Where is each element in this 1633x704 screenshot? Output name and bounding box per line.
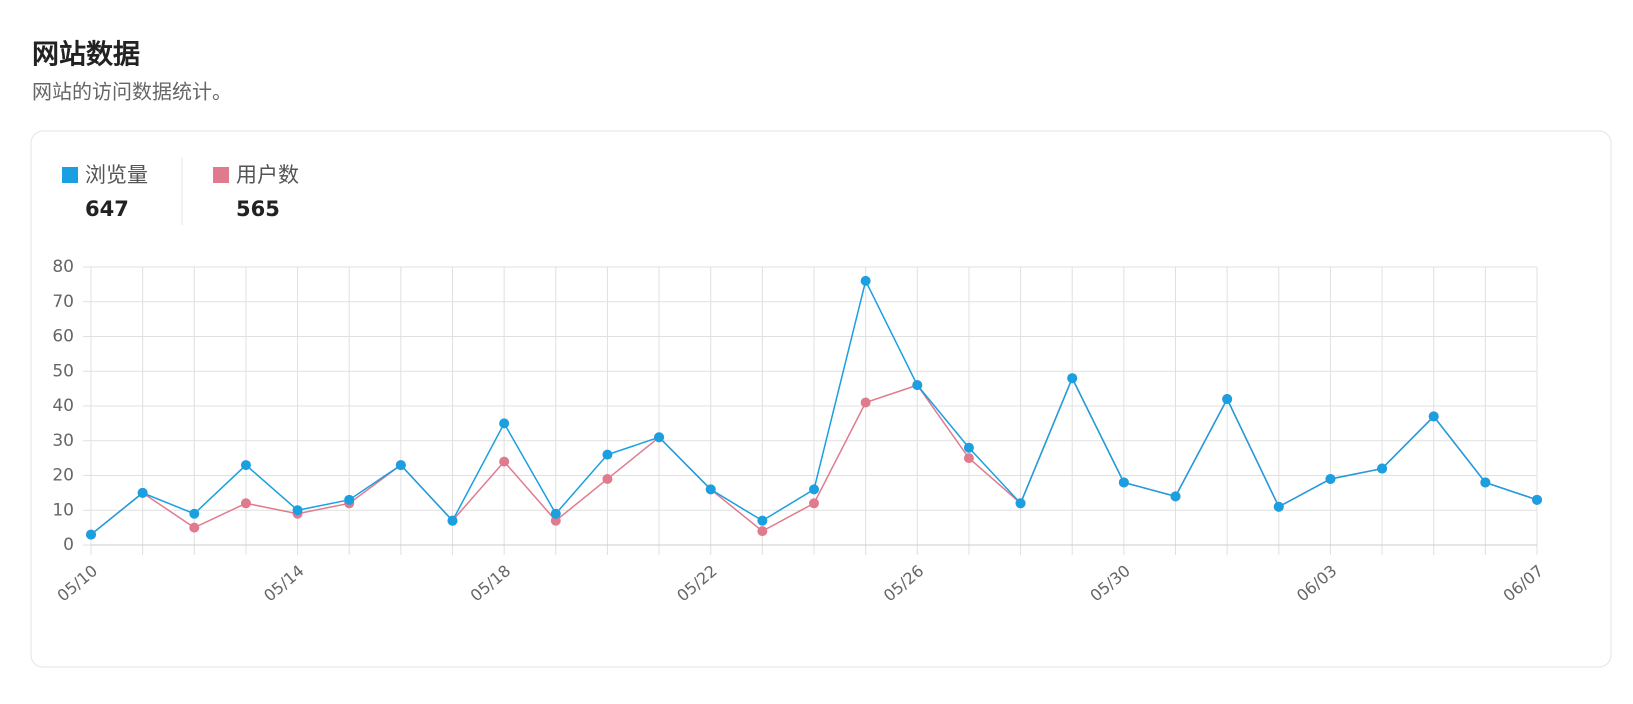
legend-total: 565: [236, 197, 280, 221]
y-tick-label: 60: [52, 327, 74, 347]
y-tick-label: 10: [52, 500, 74, 520]
legend-swatch: [213, 167, 229, 183]
data-point: [292, 505, 303, 516]
legend-label: 浏览量: [85, 163, 148, 187]
data-point: [1532, 494, 1542, 505]
data-point: [240, 460, 251, 471]
y-tick-label: 30: [52, 431, 74, 451]
data-point: [1273, 501, 1284, 512]
page-title: 网站数据: [32, 40, 140, 71]
data-point: [1222, 394, 1233, 405]
data-point: [1480, 477, 1491, 488]
data-point: [602, 449, 613, 460]
data-point: [189, 522, 200, 533]
data-point: [1015, 498, 1026, 509]
data-point: [860, 397, 871, 408]
data-point: [344, 494, 355, 505]
y-tick-label: 20: [52, 466, 74, 486]
data-point: [1428, 411, 1439, 422]
data-point: [189, 508, 200, 519]
data-point: [1067, 373, 1078, 384]
legend-total: 647: [85, 197, 129, 221]
data-point: [809, 484, 819, 495]
data-point: [499, 418, 510, 429]
data-point: [654, 432, 665, 443]
data-point: [447, 515, 458, 526]
page-subtitle: 网站的访问数据统计。: [32, 80, 232, 104]
data-point: [757, 515, 768, 526]
data-point: [550, 508, 561, 519]
y-tick-label: 70: [52, 292, 74, 312]
data-point: [860, 275, 871, 286]
y-tick-label: 50: [52, 361, 74, 381]
legend-swatch: [62, 167, 78, 183]
data-point: [86, 529, 96, 540]
y-tick-label: 0: [63, 535, 74, 555]
data-point: [912, 380, 923, 391]
card: [30, 130, 1612, 668]
data-point: [963, 453, 974, 464]
data-point: [963, 442, 974, 453]
data-point: [602, 473, 613, 484]
data-point: [499, 456, 510, 467]
data-point: [550, 515, 561, 526]
data-point: [240, 498, 251, 509]
y-tick-label: 80: [52, 257, 74, 277]
legend-label: 用户数: [236, 163, 299, 187]
data-point: [1170, 491, 1181, 502]
data-point: [395, 460, 406, 471]
data-point: [757, 526, 768, 537]
data-point: [1377, 463, 1388, 474]
data-point: [1118, 477, 1129, 488]
data-point: [809, 498, 819, 509]
data-point: [1325, 473, 1336, 484]
data-point: [137, 487, 148, 498]
y-tick-label: 40: [52, 396, 74, 416]
data-point: [705, 484, 716, 495]
